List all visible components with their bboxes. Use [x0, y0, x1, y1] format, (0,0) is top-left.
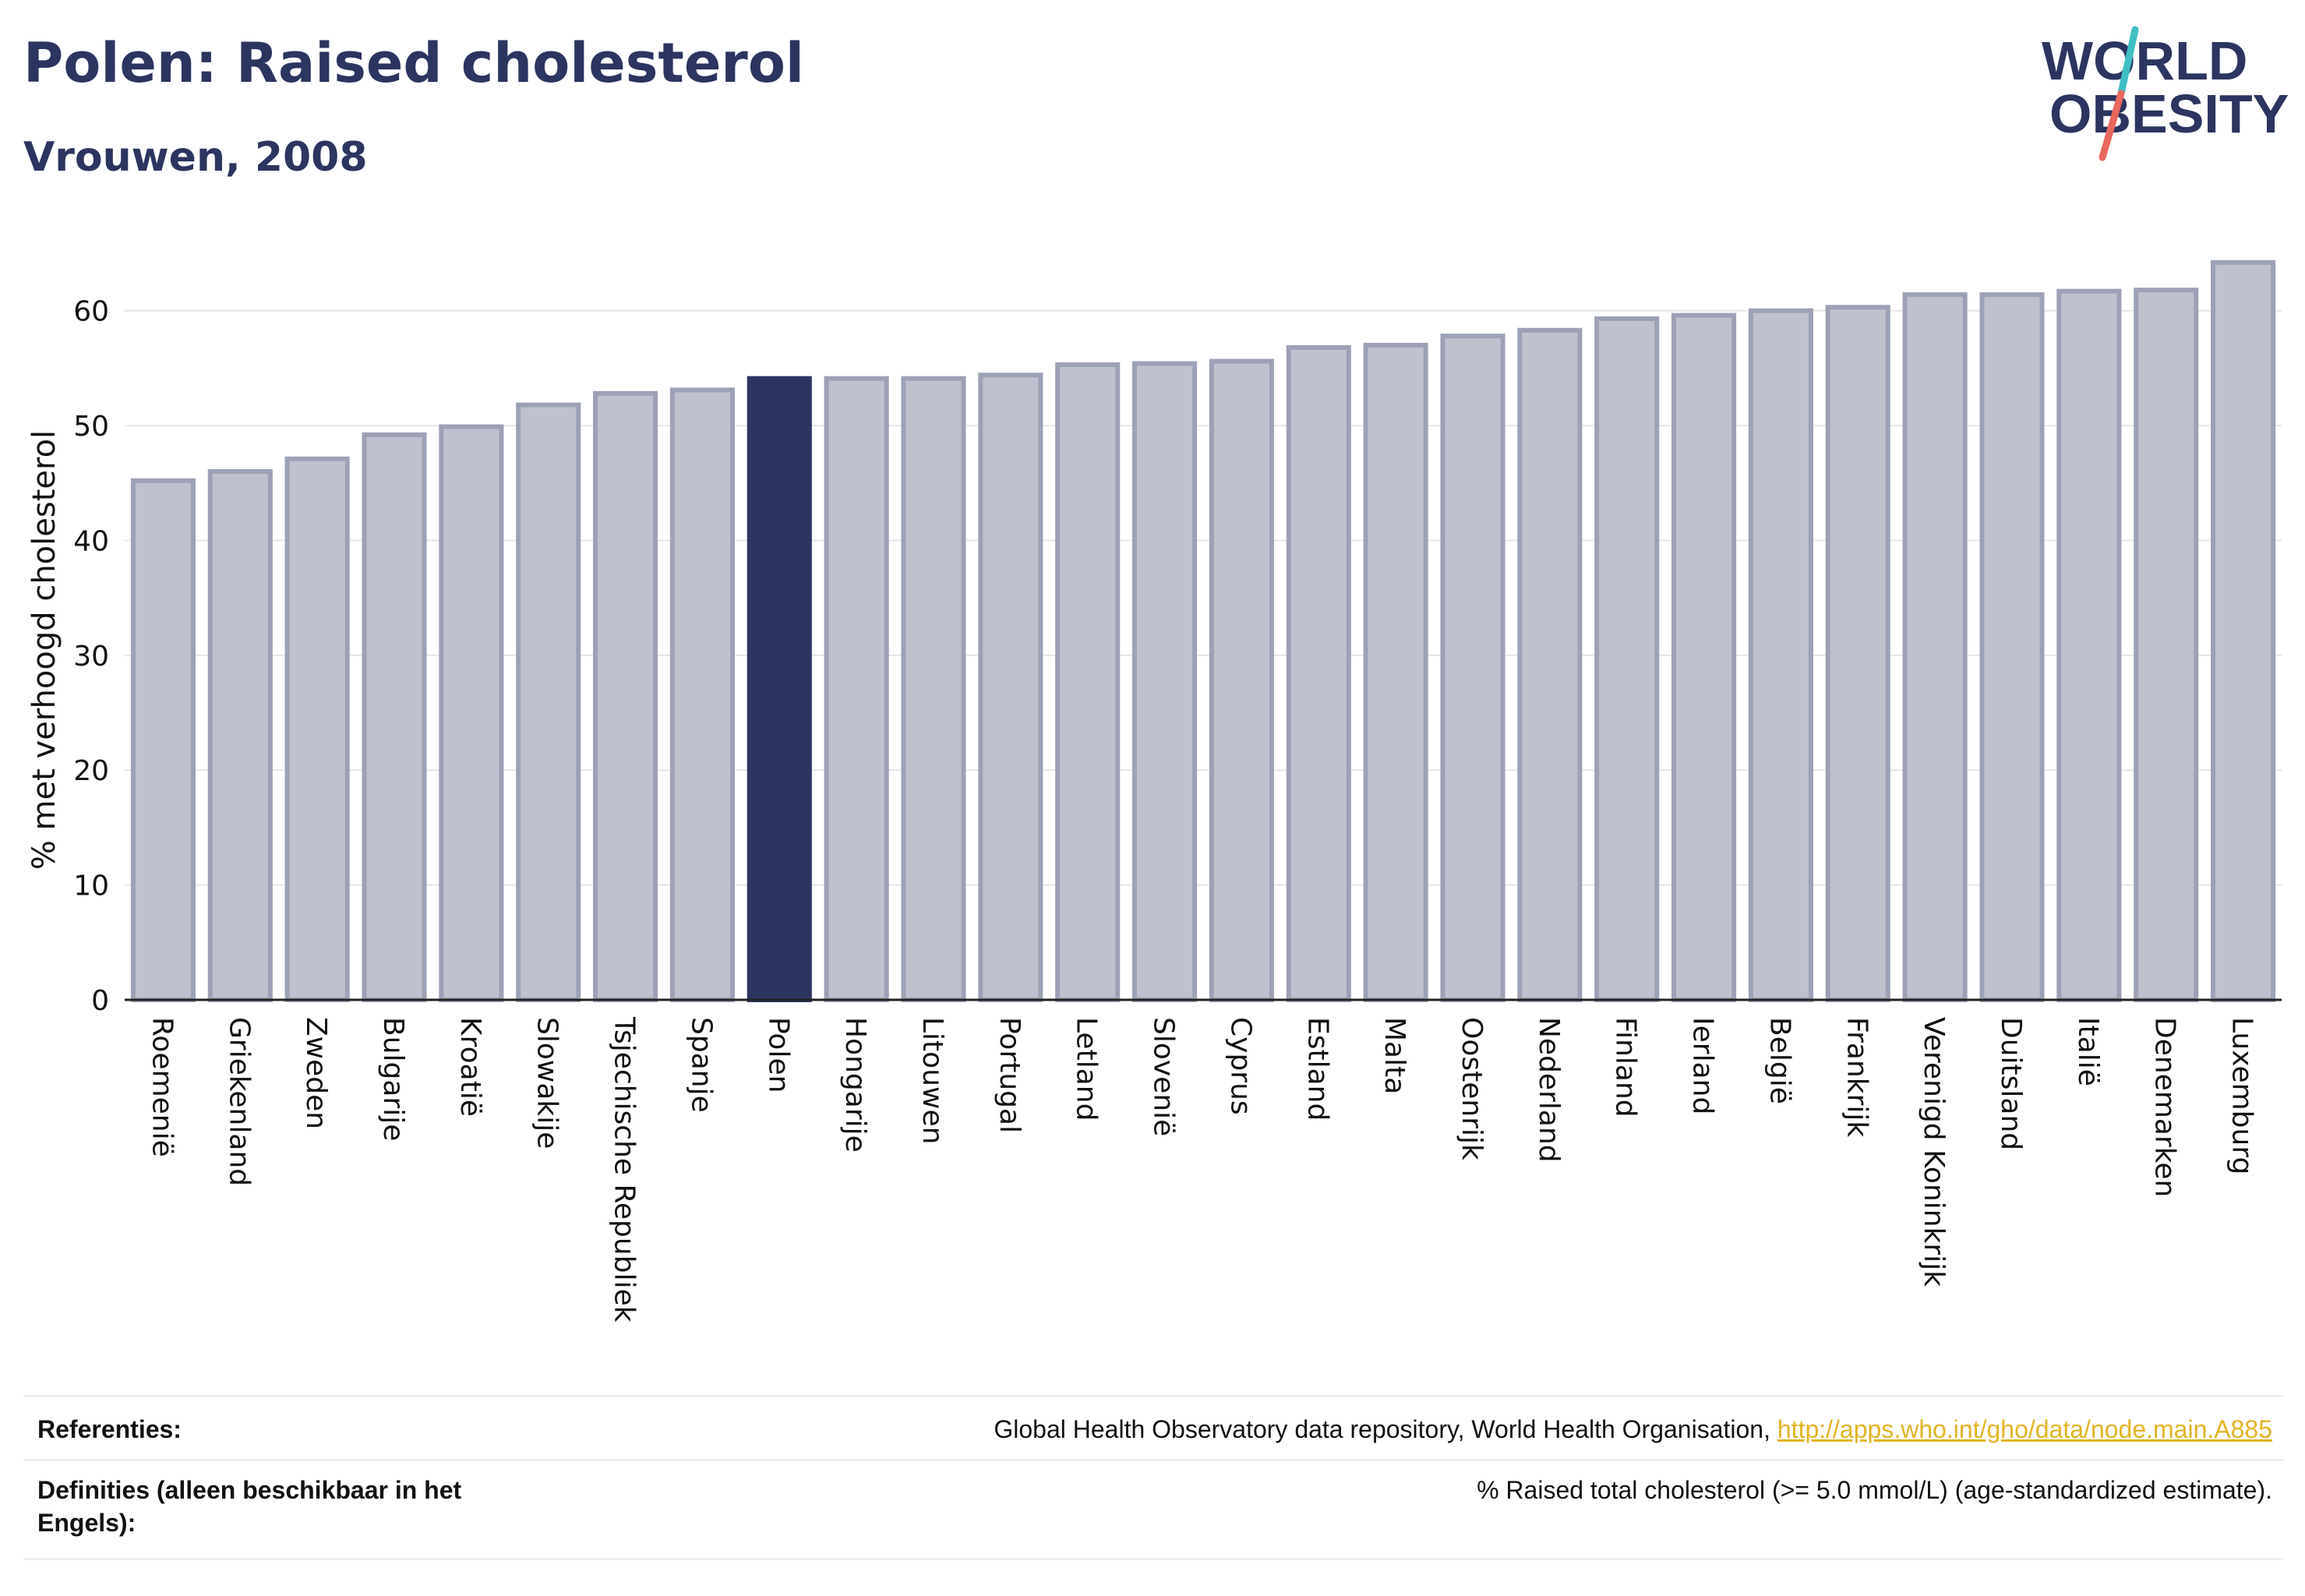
x-tick-label: Zweden	[300, 1017, 332, 1129]
x-tick-label: Malta	[1378, 1017, 1410, 1094]
bar	[2134, 288, 2199, 1002]
bar	[516, 402, 581, 1003]
x-tick-label: Roemenië	[146, 1017, 178, 1157]
bar	[1594, 316, 1660, 1003]
x-tick-label: Finland	[1610, 1017, 1642, 1118]
x-tick-label: België	[1763, 1017, 1795, 1104]
bar	[1209, 358, 1274, 1002]
x-tick-label: Italië	[2072, 1017, 2104, 1086]
references-value: Global Health Observatory data repositor…	[994, 1413, 2272, 1446]
bar	[1055, 362, 1121, 1002]
bar	[1902, 292, 1968, 1002]
x-tick-label: Polen	[762, 1017, 794, 1093]
x-tick-label: Slovenië	[1148, 1017, 1180, 1136]
definitions-label: Definities (alleen beschikbaar in het En…	[37, 1476, 462, 1537]
bar	[1363, 342, 1428, 1002]
logo-line1: WORLD	[2042, 30, 2247, 91]
bar	[1286, 344, 1351, 1002]
bar	[1979, 292, 2045, 1002]
y-tick-label: 0	[91, 985, 109, 1017]
bar	[284, 456, 350, 1002]
y-tick-label: 40	[73, 525, 109, 557]
bar	[747, 376, 812, 1002]
logo-slash-teal	[2117, 26, 2139, 97]
x-tick-label: Slowakije	[531, 1017, 563, 1149]
bar	[1517, 327, 1583, 1003]
world-obesity-logo: WORLD OBESITY	[2042, 26, 2289, 161]
x-tick-label: Oostenrijk	[1456, 1017, 1488, 1160]
bar	[1440, 334, 1505, 1002]
x-tick-label: Denemarken	[2149, 1017, 2181, 1197]
chart-title: Polen: Raised cholesterol	[23, 31, 804, 95]
y-tick-label: 60	[73, 296, 109, 328]
x-tick-label: Frankrijk	[1841, 1017, 1873, 1137]
bar	[824, 376, 889, 1002]
y-tick-label: 30	[73, 641, 109, 673]
references-link[interactable]: http://apps.who.int/gho/data/node.main.A…	[1777, 1415, 2272, 1443]
x-tick-label: Ierland	[1687, 1017, 1719, 1114]
definitions-row: Definities (alleen beschikbaar in het En…	[23, 1459, 2283, 1560]
definitions-value: % Raised total cholesterol (>= 5.0 mmol/…	[1477, 1476, 2272, 1504]
bar	[1825, 305, 1890, 1003]
logo-line2: OBESITY	[2049, 83, 2289, 144]
x-tick-label: Kroatië	[454, 1017, 486, 1117]
x-tick-label: Estland	[1301, 1017, 1333, 1121]
x-tick-label: Litouwen	[916, 1017, 948, 1144]
bar	[593, 390, 658, 1003]
x-tick-label: Tsjechische Republiek	[609, 1016, 641, 1322]
bar	[130, 478, 196, 1002]
x-tick-label: Portugal	[994, 1017, 1025, 1133]
bar	[2211, 260, 2276, 1002]
y-axis-label: % met verhoogd cholesterol	[26, 430, 62, 870]
x-tick-label: Letland	[1071, 1017, 1103, 1121]
bar	[1671, 312, 1737, 1002]
bar	[1748, 308, 1813, 1002]
bar	[1132, 361, 1198, 1002]
x-tick-label: Duitsland	[1995, 1017, 2027, 1150]
x-tick-label: Luxemburg	[2226, 1017, 2258, 1174]
references-label: Referenties:	[37, 1415, 182, 1443]
references-text: Global Health Observatory data repositor…	[994, 1415, 1777, 1443]
x-tick-label: Griekenland	[223, 1017, 255, 1186]
logo-slash-red	[2099, 90, 2125, 161]
x-tick-label: Spanje	[685, 1017, 717, 1113]
x-tick-label: Nederland	[1533, 1017, 1565, 1163]
bar	[207, 469, 273, 1002]
bar	[669, 387, 735, 1002]
y-tick-label: 50	[73, 411, 109, 443]
bar	[901, 376, 966, 1002]
y-tick-label: 20	[73, 755, 109, 787]
bar	[978, 373, 1043, 1002]
x-tick-label: Cyprus	[1224, 1017, 1256, 1115]
x-tick-label: Bulgarije	[377, 1017, 409, 1141]
y-tick-label: 10	[73, 870, 109, 902]
x-tick-label: Verenigd Koninkrijk	[1918, 1017, 1950, 1287]
footer: Referenties: Global Health Observatory d…	[23, 1395, 2283, 1566]
x-tick-label: Hongarije	[839, 1017, 871, 1153]
bar	[2056, 288, 2122, 1003]
chart-subtitle: Vrouwen, 2008	[23, 134, 368, 181]
bar-chart: 0 10 20 30 40 50 60 % met verhoogd cholesterol R…	[26, 260, 2282, 1322]
references-row: Referenties: Global Health Observatory d…	[23, 1395, 2283, 1461]
bar	[439, 424, 504, 1002]
bar	[362, 432, 427, 1003]
